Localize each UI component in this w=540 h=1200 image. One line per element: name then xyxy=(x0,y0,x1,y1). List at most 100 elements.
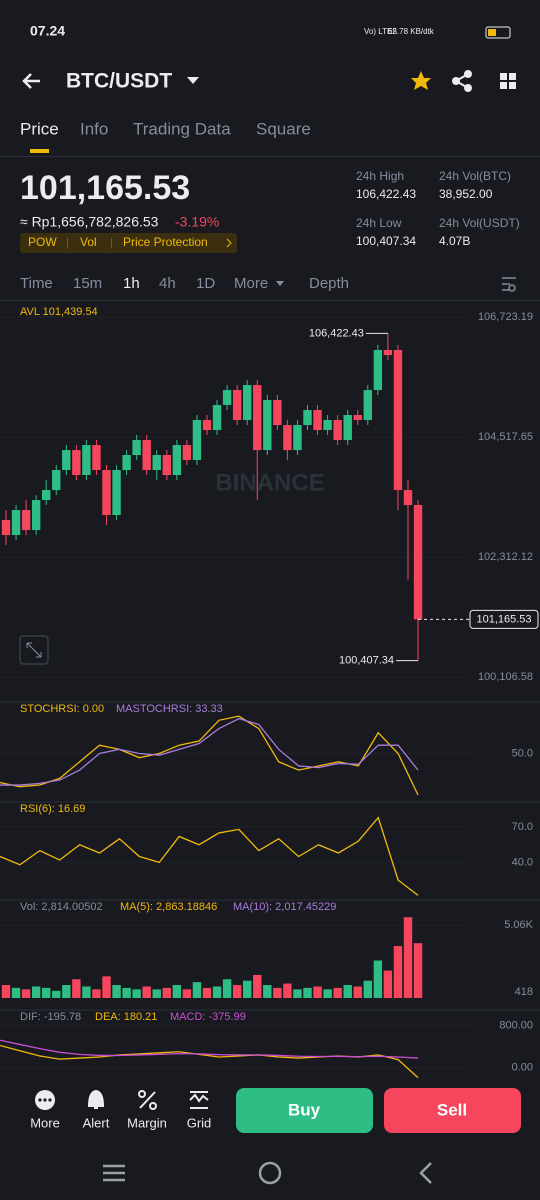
pair-dropdown[interactable] xyxy=(187,77,199,84)
candle-body xyxy=(353,415,362,421)
indicator-legend: Vol: 2,814.00502 xyxy=(20,901,103,913)
stat-label: 24h Low xyxy=(356,216,402,230)
candle-body xyxy=(11,510,21,536)
favorite-star[interactable] xyxy=(411,71,431,90)
last-price-label: 101,165.53 xyxy=(476,613,531,625)
interval[interactable]: 15m xyxy=(73,275,102,292)
indicator-legend: MA(5): 2,863.18846 xyxy=(120,901,217,913)
candle-body xyxy=(172,445,182,476)
buy-label[interactable]: Buy xyxy=(288,1100,321,1119)
y-tick-label: 800.00 xyxy=(499,1019,533,1031)
layout-button[interactable] xyxy=(500,73,516,89)
indicator-line xyxy=(0,1039,419,1059)
margin-icon[interactable] xyxy=(138,1090,157,1110)
interval[interactable]: More xyxy=(234,275,268,292)
tag: Price Protection xyxy=(123,235,208,249)
volume-bar xyxy=(273,987,282,998)
stat-value: 100,407.34 xyxy=(356,234,416,248)
back-button[interactable] xyxy=(22,73,40,89)
interval[interactable]: 1D xyxy=(196,275,215,292)
y-tick-label: 0.00 xyxy=(512,1061,533,1073)
chart-settings[interactable] xyxy=(502,277,516,291)
candle-body xyxy=(112,470,121,516)
sell-button[interactable] xyxy=(384,1088,521,1133)
volume-bar xyxy=(102,976,111,998)
status-network: Vo) LTE2 xyxy=(364,27,397,36)
nav-recents[interactable] xyxy=(103,1164,125,1182)
candle-body xyxy=(232,390,242,421)
candle-body xyxy=(363,390,372,421)
share-button[interactable] xyxy=(452,70,472,92)
candle-body xyxy=(343,415,352,441)
buy-button[interactable] xyxy=(236,1088,373,1133)
last-price: 101,165.53 xyxy=(20,169,190,207)
candle-body xyxy=(403,490,413,506)
interval[interactable]: 1h xyxy=(123,275,140,292)
volume-bar xyxy=(92,989,101,998)
tag-arrow xyxy=(226,238,232,248)
interval[interactable]: Depth xyxy=(309,275,349,292)
candle-body xyxy=(192,420,202,461)
volume-bar xyxy=(132,989,141,998)
tag-strip xyxy=(20,233,237,253)
interval[interactable]: 4h xyxy=(159,275,176,292)
candle-body xyxy=(212,405,222,431)
macd-lines xyxy=(0,1039,419,1078)
candle-body xyxy=(142,440,151,471)
stat-value: 4.07B xyxy=(439,234,470,248)
fullscreen-button[interactable] xyxy=(19,635,49,665)
indicator-legend: DEA: 180.21 xyxy=(95,1011,157,1023)
indicator-legend: RSI(6): 16.69 xyxy=(20,803,85,815)
indicator-line xyxy=(0,717,419,786)
tag: Vol xyxy=(80,235,97,249)
volume-bar xyxy=(52,990,61,998)
more-dropdown xyxy=(276,281,284,286)
volume-bar xyxy=(343,985,352,998)
candle-body xyxy=(263,399,272,451)
y-tick-label: 5.06K xyxy=(504,919,533,931)
nav-home[interactable] xyxy=(258,1161,282,1185)
volume-bar xyxy=(293,989,302,998)
pair-title[interactable]: BTC/USDT xyxy=(66,70,172,93)
watermark: BINANCE xyxy=(215,469,324,496)
indicator-legend: MA(10): 2,017.45229 xyxy=(233,901,336,913)
action-label[interactable]: More xyxy=(30,1115,60,1130)
volume-bar xyxy=(333,987,342,998)
y-tick-label: 50.0 xyxy=(512,747,533,759)
volume-bar xyxy=(202,987,212,998)
nav-back[interactable] xyxy=(419,1162,432,1184)
candle-body xyxy=(413,505,423,620)
action-label[interactable]: Grid xyxy=(187,1115,212,1130)
candle-body xyxy=(152,455,161,471)
volume-bar xyxy=(253,974,262,998)
battery-level xyxy=(488,29,496,36)
tab[interactable]: Price xyxy=(20,119,59,138)
stat-value: 38,952.00 xyxy=(439,187,493,201)
candle-body xyxy=(283,425,292,451)
divider xyxy=(0,300,540,301)
alert-icon[interactable] xyxy=(87,1089,105,1109)
tag-separator: | xyxy=(66,235,69,249)
candle-body xyxy=(1,520,11,536)
low-label: 100,407.34 xyxy=(339,655,394,667)
volume-bar xyxy=(232,985,242,998)
tab-indicator xyxy=(30,149,49,153)
candle-body xyxy=(31,500,41,531)
candle-body xyxy=(393,349,403,491)
grid-icon[interactable] xyxy=(189,1091,209,1109)
candle-body xyxy=(383,349,393,356)
tab[interactable]: Info xyxy=(80,119,108,138)
interval[interactable]: Time xyxy=(20,275,53,292)
tab[interactable]: Square xyxy=(256,119,311,138)
volume-bar xyxy=(413,943,423,998)
sell-label[interactable]: Sell xyxy=(437,1100,467,1119)
status-speed: 65.78 KB/dtk xyxy=(388,27,435,36)
action-label[interactable]: Alert xyxy=(83,1115,110,1130)
price-change: -3.19% xyxy=(175,214,219,230)
action-label[interactable]: Margin xyxy=(127,1115,167,1130)
y-tick-label: 418 xyxy=(515,986,533,998)
volume-bar xyxy=(313,986,322,998)
tab[interactable]: Trading Data xyxy=(133,119,231,138)
